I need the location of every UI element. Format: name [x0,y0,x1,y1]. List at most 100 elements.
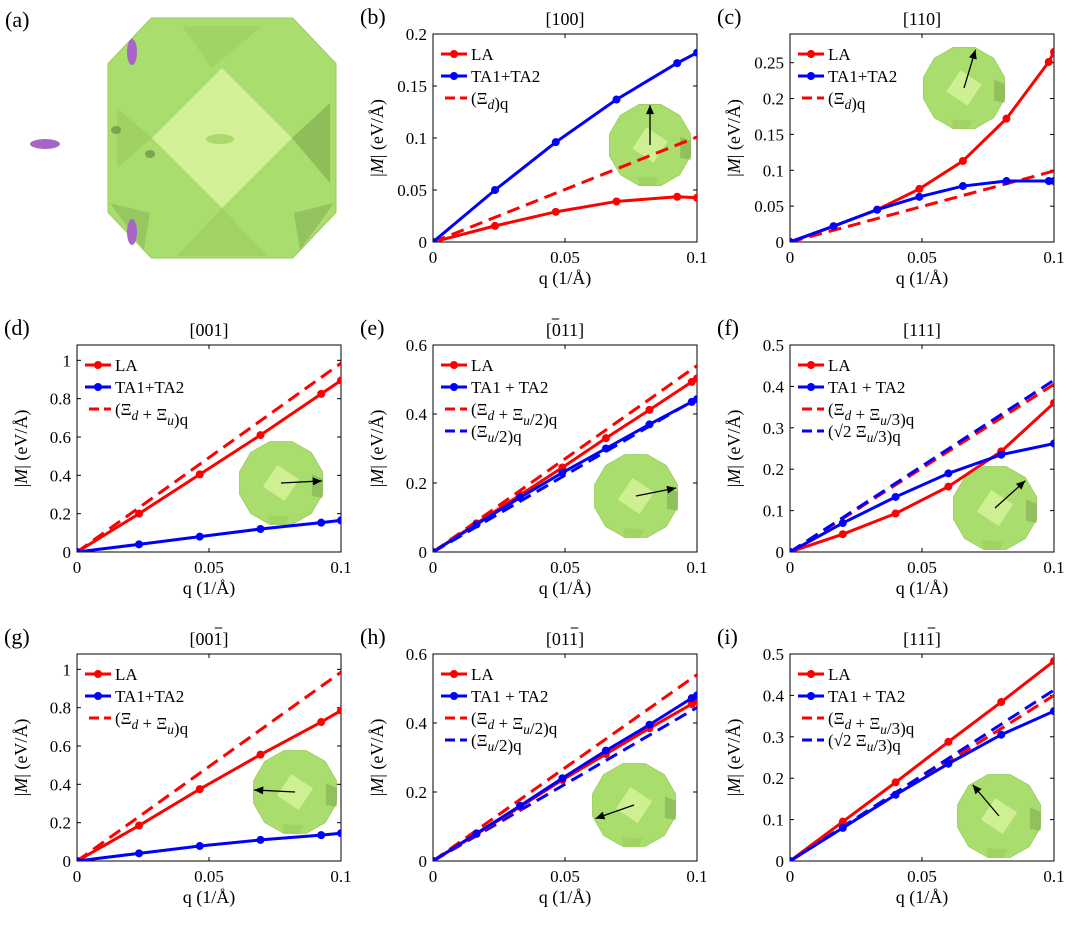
data-point [891,492,900,501]
data-point [997,450,1006,459]
data-point [472,520,481,529]
data-point [693,374,697,383]
series-line [433,673,697,861]
panel-label: (a) [5,7,29,32]
data-point [693,395,697,404]
legend-marker [94,692,102,700]
x-tick-label: 0.05 [907,558,937,577]
y-tick-label: 0 [776,543,785,562]
y-axis-label: |M| (eV/Å) [367,99,388,177]
y-tick-label: 0.15 [754,125,784,144]
legend-entry: LA [115,665,138,684]
y-tick-label: 0.4 [406,714,428,733]
data-point [601,434,610,443]
plot-area [790,378,1054,552]
data-point [958,156,967,165]
data-point [958,182,967,191]
data-point [891,778,900,787]
data-point [317,389,326,398]
series-line [433,397,697,552]
legend-entry: TA1 + TA2 [471,378,548,397]
legend-entry: TA1 + TA2 [828,378,905,397]
inset-polyhedron [957,774,1041,858]
data-point [195,532,204,541]
data-point [673,192,682,201]
valley-pocket [127,219,137,245]
legend-entry: (Ξd + Ξu/2)q [471,709,558,738]
x-tick-label: 0.1 [686,558,707,577]
chart-panel-e: (e) [011] 0 0.05 0.1 0 0.2 0.4 0.6 q (1/Å) |M| (eV… [360,315,708,599]
legend-marker [450,361,458,369]
y-tick-label: 0.2 [50,505,71,524]
y-tick-label: 0.4 [50,775,72,794]
y-tick-label: 0 [63,543,72,562]
legend-entry: (√2 Ξu/3)q [828,422,901,446]
chart-title: [001] [190,629,229,649]
series-line [77,670,341,861]
y-tick-label: 0.05 [754,197,784,216]
panel-label: (h) [360,624,386,649]
x-tick-label: 0.1 [686,248,707,267]
y-tick-label: 0.4 [406,405,428,424]
y-tick-label: 0.8 [50,699,71,718]
series-line [790,442,1054,552]
y-tick-label: 0.2 [406,783,427,802]
legend-marker [450,383,458,391]
arrow-head [595,811,606,820]
plot-area [77,361,341,552]
chart-title: [110] [903,9,941,29]
x-tick-label: 0.1 [1043,248,1064,267]
data-point [1002,177,1011,186]
x-tick-label: 0 [786,867,795,886]
data-point [1002,114,1011,123]
y-tick-label: 0.05 [397,181,427,200]
valley-pocket [206,134,234,144]
legend-marker [450,50,458,58]
panel-label: (b) [360,4,386,29]
hex-face [292,103,330,183]
data-point [337,829,341,838]
x-tick-label: 0.1 [1043,558,1064,577]
data-point [256,750,265,759]
series-line [790,659,1054,861]
data-point [317,518,326,527]
legend-entry: LA [828,356,851,375]
series-line [790,378,1054,552]
chart-title: [100] [546,9,585,29]
data-point [77,857,81,861]
data-point [551,207,560,216]
y-axis-label: |M| (eV/Å) [367,410,388,488]
y-tick-label: 0.4 [763,686,785,705]
polyhedron-shade [268,515,290,525]
legend-entry: TA1 + TA2 [471,687,548,706]
data-point [317,831,326,840]
valley-pocket [111,126,121,134]
panel-a: (a) [5,7,337,259]
panel-label: (g) [4,624,30,649]
polyhedron-shade [1029,807,1041,832]
plot-area [77,670,341,861]
data-point [693,48,697,57]
legend-entry: (Ξd + Ξu/3)q [828,400,915,429]
plot-area [790,47,1054,242]
y-tick-label: 0.6 [50,737,71,756]
data-point [645,720,654,729]
x-tick-label: 0.05 [550,248,580,267]
legend-marker [807,383,815,391]
y-axis-label: |M| (eV/Å) [11,410,32,488]
data-point [472,829,481,838]
data-point [673,59,682,68]
legend-entry: (Ξd)q [471,89,509,113]
hex-face [117,108,152,168]
x-axis-label: q (1/Å) [896,268,949,289]
legend: LA TA1+TA2 (Ξd)q [798,45,897,113]
legend-marker [94,383,102,391]
polyhedron-shade [664,796,676,821]
x-tick-label: 0.05 [194,867,224,886]
polyhedron-shade [621,837,643,847]
x-tick-label: 0.1 [330,867,351,886]
legend-marker [807,50,815,58]
series-line [433,364,697,552]
plot-area [790,657,1054,861]
legend-marker [450,670,458,678]
